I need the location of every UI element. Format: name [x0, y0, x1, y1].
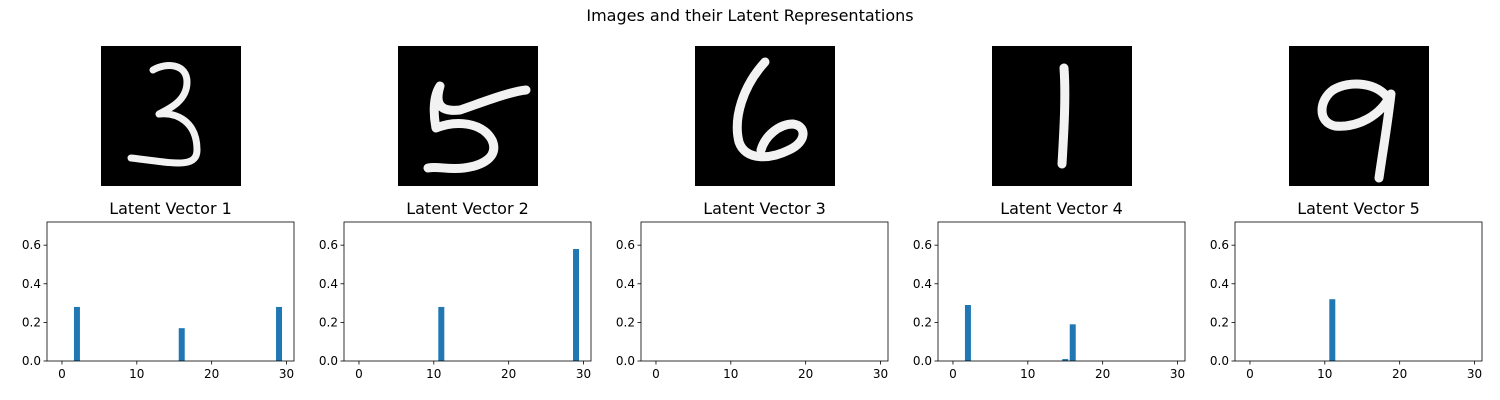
chart-5: Latent Vector 5 0 10 20 30 0.0 0.2 0.4 0.6	[1210, 199, 1483, 381]
y-tick-label: 0.0	[22, 354, 41, 368]
y-tick-label: 0.2	[22, 315, 41, 329]
chart-4: Latent Vector 4 0 10 20 30 0.0 0.2 0.4 0.6	[913, 199, 1186, 381]
x-tick-label: 0	[355, 367, 363, 381]
x-tick-label: 10	[723, 367, 738, 381]
x-tick-label: 0	[949, 367, 957, 381]
y-tick-label: 0.4	[913, 277, 932, 291]
y-tick-label: 0.4	[22, 277, 41, 291]
x-tick-label: 10	[426, 367, 441, 381]
chart-2: Latent Vector 2 0 10 20 30 0.0 0.2 0.4 0.6	[319, 199, 592, 381]
digit-image-2	[398, 46, 538, 186]
y-tick-label: 0.0	[913, 354, 932, 368]
chart-title: Latent Vector 4	[1000, 199, 1123, 218]
x-tick-label: 20	[798, 367, 813, 381]
axes-frame	[1234, 221, 1483, 362]
bar	[178, 328, 185, 361]
digit-one-stroke	[1057, 63, 1070, 169]
x-tick-label: 30	[576, 367, 591, 381]
x-tick-label: 30	[1467, 367, 1482, 381]
x-tick-label: 30	[873, 367, 888, 381]
y-tick-label: 0.4	[319, 277, 338, 291]
y-tick-label: 0.6	[1210, 238, 1229, 252]
x-tick-label: 30	[279, 367, 294, 381]
digit-six-stroke	[732, 57, 808, 162]
chart-3: Latent Vector 3 0 10 20 30 0.0 0.2 0.4 0.6	[616, 199, 889, 381]
y-tick-label: 0.2	[1210, 315, 1229, 329]
y-tick-label: 0.2	[319, 315, 338, 329]
y-tick-label: 0.4	[1210, 277, 1229, 291]
y-tick-label: 0.0	[1210, 354, 1229, 368]
axes-frame	[46, 221, 295, 362]
bar	[438, 306, 445, 361]
axes-frame	[640, 221, 889, 362]
x-tick-label: 10	[1020, 367, 1035, 381]
bar	[1062, 359, 1069, 361]
digit-image-5	[1289, 46, 1429, 186]
x-tick-label: 20	[1095, 367, 1110, 381]
x-tick-label: 30	[1170, 367, 1185, 381]
y-tick-label: 0.2	[913, 315, 932, 329]
chart-title: Latent Vector 5	[1297, 199, 1420, 218]
x-tick-label: 20	[204, 367, 219, 381]
digit-image-1	[101, 46, 241, 186]
y-tick-label: 0.2	[616, 315, 635, 329]
y-tick-label: 0.4	[616, 277, 635, 291]
digit-image-3	[695, 46, 835, 186]
chart-title: Latent Vector 2	[406, 199, 529, 218]
y-tick-label: 0.0	[319, 354, 338, 368]
y-tick-label: 0.6	[22, 238, 41, 252]
x-tick-label: 10	[1317, 367, 1332, 381]
x-tick-label: 10	[129, 367, 144, 381]
y-tick-label: 0.0	[616, 354, 635, 368]
digit-five-stroke	[423, 81, 531, 174]
axes-frame	[343, 221, 592, 362]
figure-title: Images and their Latent Representations	[586, 6, 914, 25]
digit-image-4	[992, 46, 1132, 186]
axes-frame	[937, 221, 1186, 362]
chart-title: Latent Vector 3	[703, 199, 826, 218]
digit-three-stroke	[127, 62, 201, 167]
bar	[1329, 299, 1336, 361]
y-tick-label: 0.6	[913, 238, 932, 252]
bar	[964, 305, 971, 361]
x-tick-label: 0	[652, 367, 660, 381]
y-tick-label: 0.6	[319, 238, 338, 252]
x-tick-label: 20	[501, 367, 516, 381]
digit-nine-stroke	[1317, 79, 1396, 183]
x-tick-label: 20	[1392, 367, 1407, 381]
chart-title: Latent Vector 1	[109, 199, 232, 218]
bar	[276, 306, 283, 361]
bar	[573, 249, 580, 361]
x-tick-label: 0	[1246, 367, 1254, 381]
x-tick-label: 0	[58, 367, 66, 381]
y-tick-label: 0.6	[616, 238, 635, 252]
bar	[1069, 324, 1076, 361]
bar	[73, 306, 80, 361]
chart-1: Latent Vector 1 0 10 20 30 0.0 0.2 0.4 0.6	[22, 199, 295, 381]
